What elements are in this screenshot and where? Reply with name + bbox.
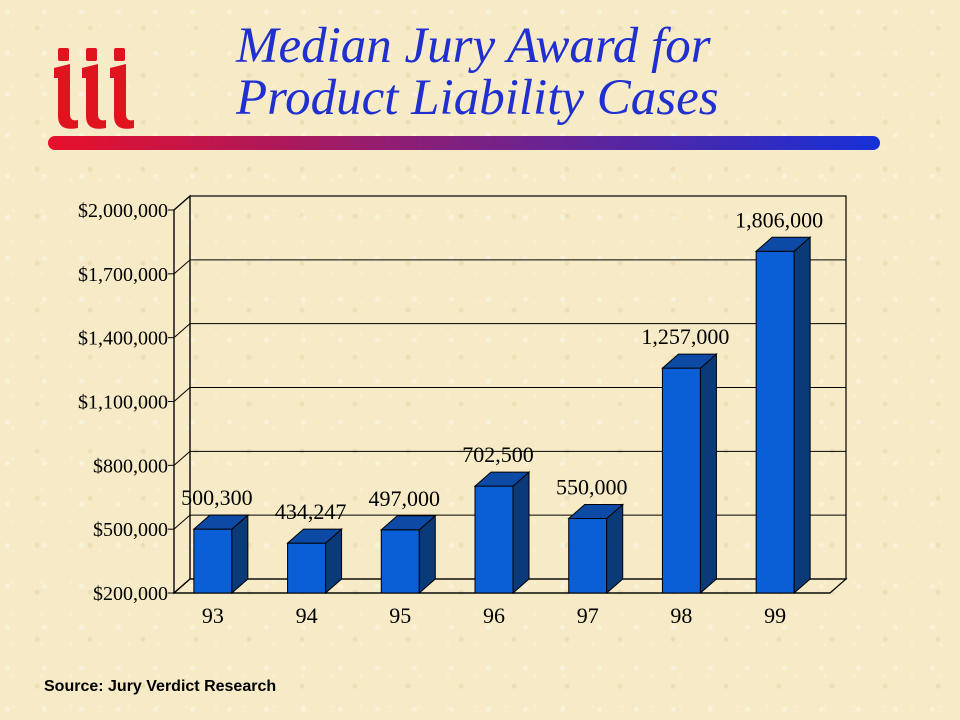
source-note: Source: Jury Verdict Research (44, 678, 277, 695)
x-tick-label: 96 (483, 603, 505, 628)
data-label: 702,500 (462, 442, 534, 467)
x-tick-label: 93 (202, 603, 224, 628)
gridline-depth (173, 514, 191, 530)
bar (287, 542, 327, 594)
bar (380, 529, 420, 594)
x-tick-label: 98 (670, 603, 692, 628)
bar-top (286, 528, 343, 544)
bar-side (699, 352, 717, 595)
title-divider (48, 136, 880, 150)
data-label: 500,300 (181, 485, 253, 510)
bar (193, 528, 233, 594)
bar-top (661, 353, 718, 369)
iii-logo-icon (54, 48, 134, 129)
y-tick-label: $1,100,000 (78, 392, 168, 414)
bar-top (754, 236, 812, 252)
bar (474, 485, 514, 594)
x-tick-label: 97 (577, 603, 599, 628)
bar-side (793, 236, 811, 595)
y-tick-label: $500,000 (93, 519, 168, 541)
y-tick-label: $800,000 (93, 455, 168, 477)
bar-top (567, 504, 625, 520)
y-tick-label: $2,000,000 (78, 200, 168, 222)
gridline-depth (173, 259, 191, 275)
data-label: 1,806,000 (735, 207, 823, 232)
gridline-depth (173, 323, 191, 339)
data-label: 550,000 (556, 475, 628, 500)
bar (755, 250, 795, 594)
bar-top (379, 515, 437, 531)
bar (568, 518, 608, 594)
title-line-2: Product Liability Cases (236, 70, 719, 126)
title-line-1: Median Jury Award for (236, 18, 711, 74)
y-tick-label: $1,400,000 (78, 328, 168, 350)
x-tick-label: 94 (296, 603, 318, 628)
y-tick-label: $200,000 (93, 583, 168, 605)
y-tick-label: $1,700,000 (78, 264, 168, 286)
gridline-depth (173, 195, 191, 211)
data-label: 1,257,000 (641, 324, 729, 349)
bar-side (512, 470, 530, 595)
gridline-depth (173, 387, 191, 402)
page-title: Median Jury Award for Product Liability … (236, 20, 856, 124)
x-tick-label: 95 (389, 603, 411, 628)
gridline-depth (173, 450, 191, 466)
data-label: 434,247 (275, 499, 347, 524)
bar (661, 367, 701, 594)
bar-side (606, 503, 624, 595)
data-label: 497,000 (369, 486, 441, 511)
x-tick-label: 99 (764, 603, 786, 628)
bar-top (473, 471, 531, 487)
gridline-depth (173, 578, 191, 594)
bar-top (192, 514, 250, 530)
